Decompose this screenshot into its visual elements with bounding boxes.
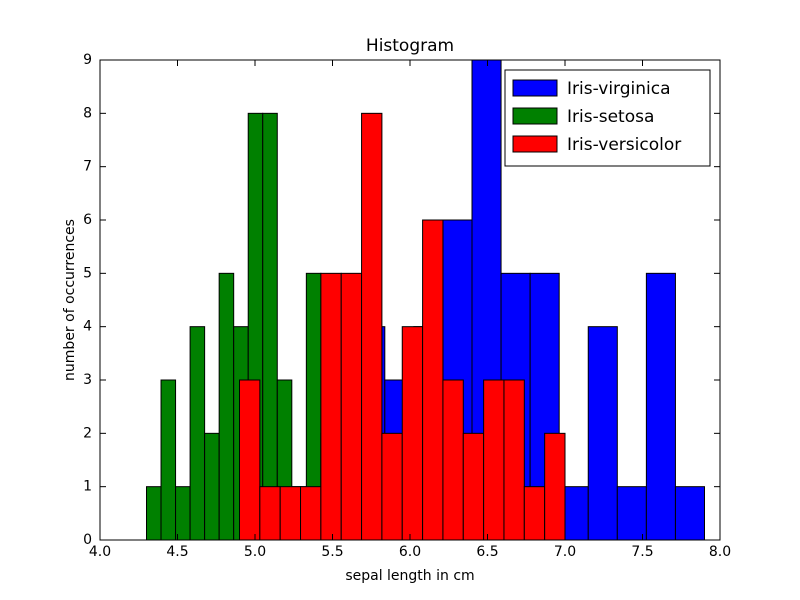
- y-tick-label: 7: [83, 159, 92, 175]
- bar: [381, 432, 403, 541]
- legend-label: Iris-virginica: [567, 79, 671, 99]
- chart-title: Histogram: [366, 36, 454, 56]
- y-tick-label: 4: [83, 319, 92, 335]
- legend-swatch: [512, 107, 558, 125]
- bar: [259, 486, 281, 541]
- y-tick-label: 2: [83, 425, 92, 441]
- legend-swatch: [512, 79, 558, 97]
- bar: [361, 112, 383, 541]
- bar: [442, 379, 464, 541]
- bar: [160, 379, 177, 541]
- bar: [483, 379, 505, 541]
- x-tick-label: 6.5: [476, 544, 498, 560]
- x-tick-label: 4.5: [166, 544, 188, 560]
- bar: [340, 272, 363, 541]
- y-tick-label: 8: [83, 105, 92, 121]
- bar: [401, 326, 424, 541]
- bar: [175, 486, 191, 541]
- bar: [544, 432, 566, 541]
- legend: Iris-virginica Iris-setosa Iris-versicolor: [504, 69, 711, 167]
- bar: [262, 112, 278, 541]
- bar: [239, 379, 261, 541]
- bar: [279, 486, 302, 541]
- x-tick-label: 5.0: [244, 544, 266, 560]
- y-tick-label: 0: [83, 532, 92, 548]
- bar: [204, 432, 220, 541]
- x-tick-label: 5.5: [321, 544, 343, 560]
- bar: [616, 486, 647, 541]
- x-axis-label: sepal length in cm: [345, 568, 474, 584]
- bar: [218, 272, 235, 541]
- x-tick-label: 4.0: [89, 544, 111, 560]
- legend-swatch: [512, 135, 558, 153]
- x-tick-label: 7.5: [631, 544, 653, 560]
- y-tick-label: 6: [83, 212, 92, 228]
- bar: [462, 432, 485, 541]
- y-tick-label: 5: [83, 265, 92, 281]
- bar: [587, 326, 618, 541]
- bar: [645, 272, 676, 541]
- bar: [320, 272, 342, 541]
- legend-label: Iris-setosa: [567, 107, 654, 127]
- y-tick-label: 3: [83, 372, 92, 388]
- x-tick-label: 6.0: [399, 544, 421, 560]
- x-tick-label: 7.0: [554, 544, 576, 560]
- bar: [146, 486, 162, 541]
- bar: [422, 219, 444, 541]
- y-tick-label: 1: [83, 479, 92, 495]
- bar: [674, 486, 705, 541]
- bar: [300, 486, 322, 541]
- x-tick-label: 8.0: [709, 544, 731, 560]
- legend-label: Iris-versicolor: [567, 135, 681, 155]
- bar: [189, 326, 206, 541]
- y-axis-label: number of occurrences: [62, 219, 78, 381]
- bar: [503, 379, 525, 541]
- bar: [523, 486, 546, 541]
- y-tick-label: 9: [83, 52, 92, 68]
